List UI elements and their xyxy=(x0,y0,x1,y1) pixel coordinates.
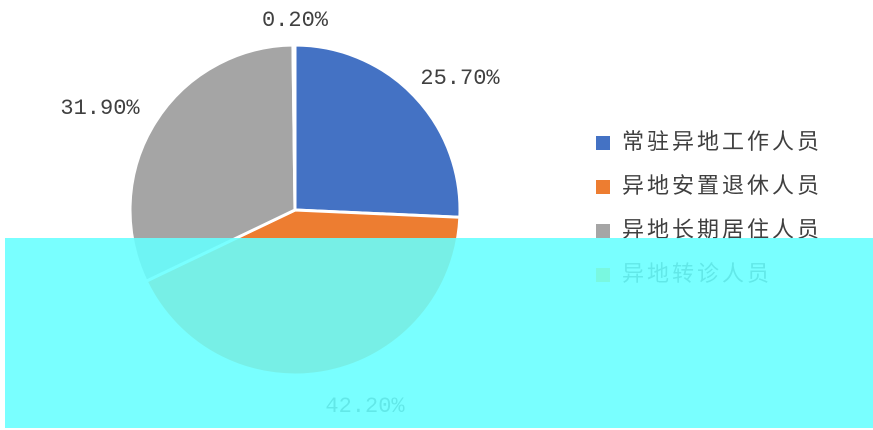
legend-swatch xyxy=(596,180,610,194)
overlay xyxy=(5,238,873,428)
slice xyxy=(293,43,462,219)
data-label: 0.20% xyxy=(262,8,329,33)
legend-swatch xyxy=(596,136,610,150)
slice xyxy=(291,43,297,211)
legend-swatch xyxy=(596,224,610,238)
data-label: 25.70% xyxy=(420,66,500,91)
legend-label: 异地安置退休人员 xyxy=(622,174,822,199)
data-label: 31.90% xyxy=(60,96,140,121)
legend-label: 常驻异地工作人员 xyxy=(622,130,822,155)
